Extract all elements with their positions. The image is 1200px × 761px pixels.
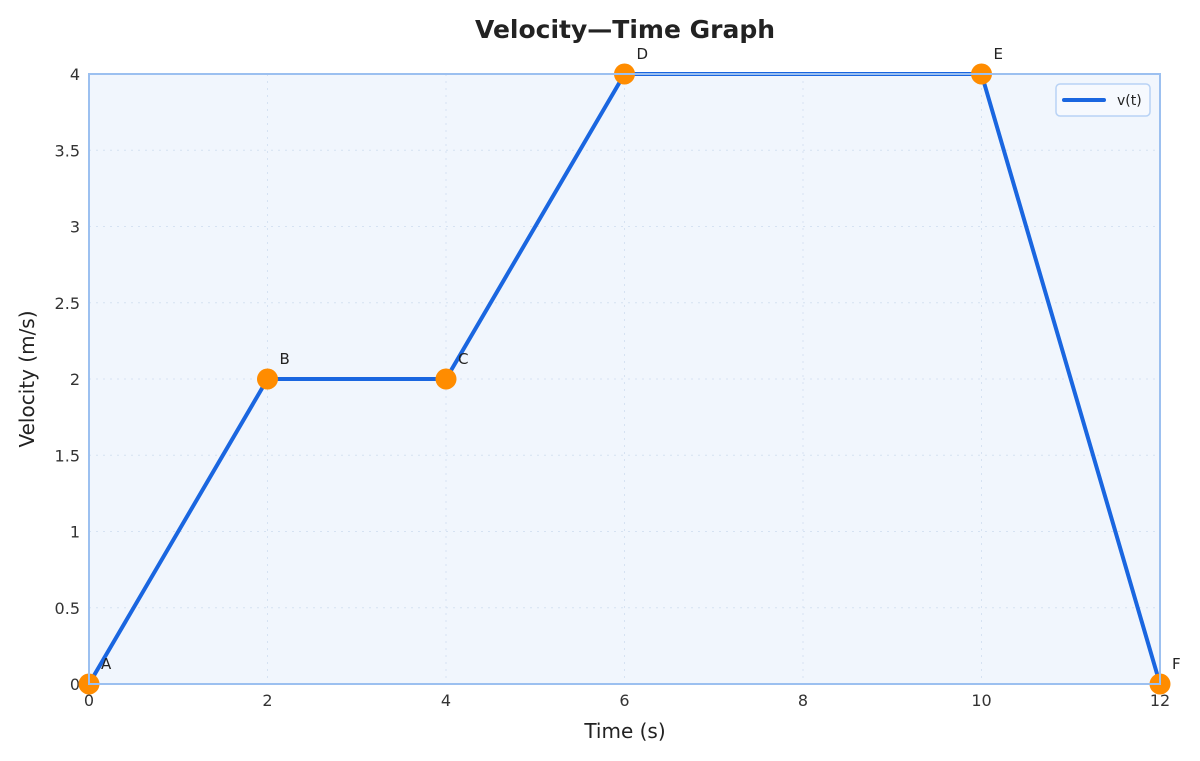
plot-frame	[88, 73, 1161, 685]
x-tick-label: 8	[798, 691, 808, 710]
y-tick-label: 3	[70, 218, 80, 237]
velocity-line	[87, 72, 1162, 686]
x-tick-label: 4	[441, 691, 451, 710]
point-label-e: E	[994, 45, 1003, 63]
y-tick-label: 0.5	[55, 599, 80, 618]
point-label-a: A	[101, 655, 112, 673]
y-axis-ticks: 0 0.5 1 1.5 2 2.5 3 3.5 4	[55, 65, 80, 694]
x-tick-label: 2	[262, 691, 272, 710]
point-label-b: B	[280, 350, 290, 368]
y-tick-label: 1.5	[55, 446, 80, 465]
y-tick-label: 2	[70, 370, 80, 389]
x-tick-label: 10	[971, 691, 991, 710]
point-label-f: F	[1172, 655, 1181, 673]
chart-title: Velocity—Time Graph	[475, 15, 775, 44]
legend-label: v(t)	[1117, 93, 1142, 109]
point-marker-b	[257, 368, 278, 390]
y-tick-label: 1	[70, 523, 80, 542]
x-axis-label: Time (s)	[583, 719, 665, 743]
x-axis-ticks: 0 2 4 6 8 10 12	[84, 691, 1170, 710]
y-tick-label: 3.5	[55, 141, 80, 160]
y-tick-label: 2.5	[55, 294, 80, 313]
y-axis-label: Velocity (m/s)	[15, 310, 39, 447]
point-labels: A B C D E F	[101, 45, 1181, 673]
point-marker-c	[435, 368, 457, 390]
y-tick-label: 4	[70, 65, 80, 84]
point-label-d: D	[637, 45, 649, 63]
x-tick-label: 0	[84, 691, 94, 710]
x-tick-label: 12	[1150, 691, 1170, 710]
y-tick-label: 0	[70, 675, 80, 694]
point-label-c: C	[458, 350, 468, 368]
legend: v(t)	[1055, 83, 1151, 117]
x-tick-label: 6	[619, 691, 629, 710]
